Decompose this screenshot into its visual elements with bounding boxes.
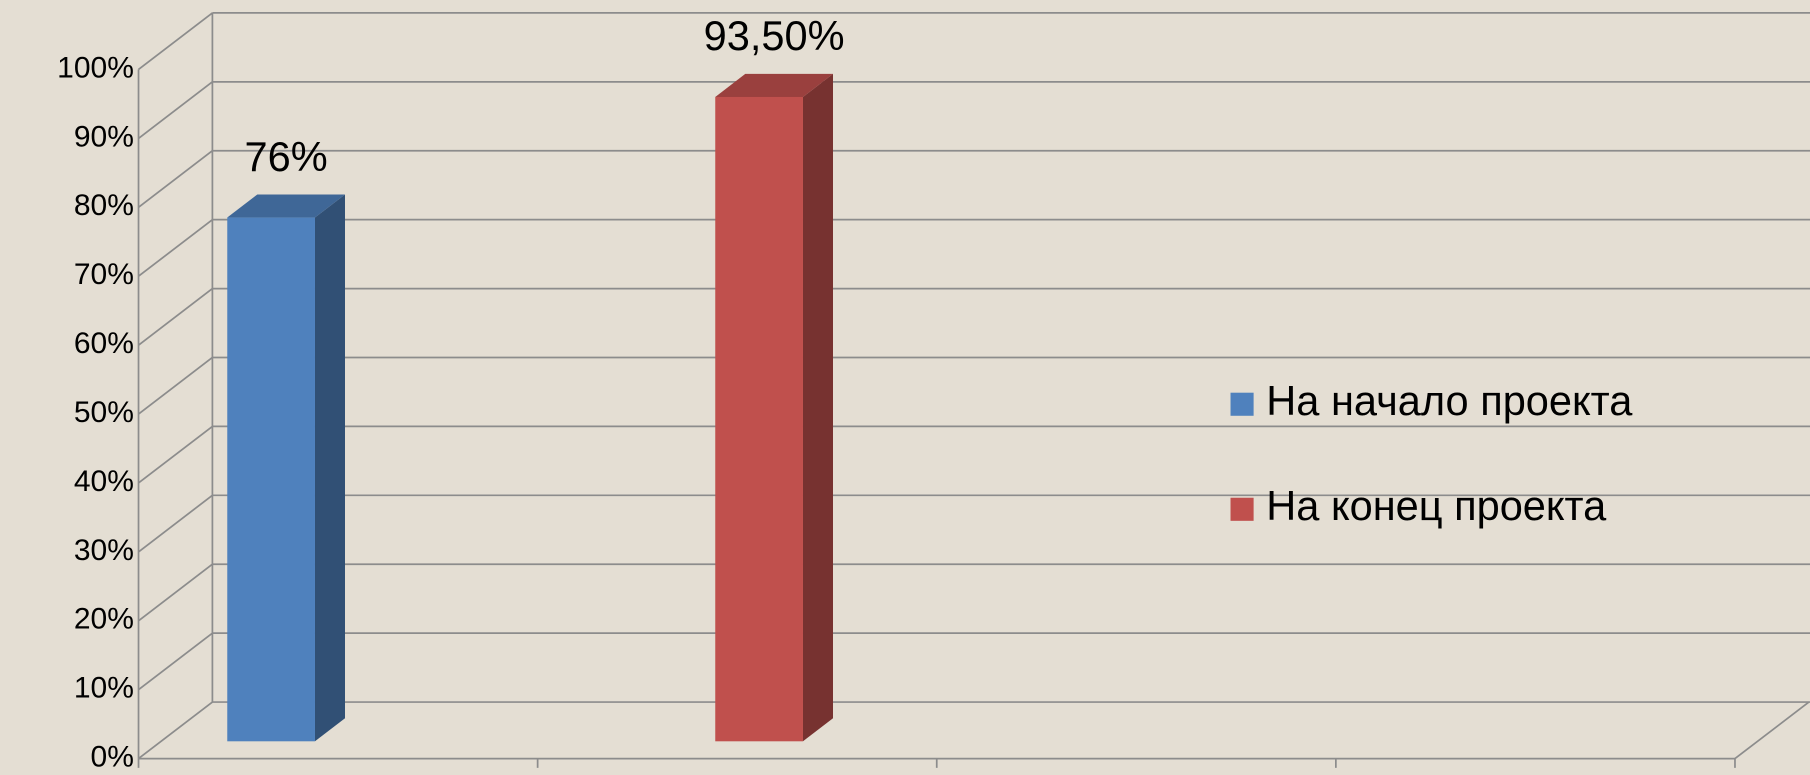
legend-label: На начало проекта [1266,377,1633,424]
y-tick-label: 80% [74,189,134,222]
grid-line [137,287,213,346]
grid-line [137,425,213,484]
y-tick-label: 30% [74,534,134,567]
bar-front [715,96,803,742]
y-tick-label: 10% [74,672,134,705]
grid-line [137,12,213,71]
y-tick-label: 90% [74,120,134,153]
grid-line [137,632,213,691]
y-tick-label: 60% [74,327,134,360]
grid-line [137,218,213,277]
grid-line [137,81,213,140]
floor-edge [1734,701,1810,760]
data-label: 76% [245,133,328,180]
bar [715,73,833,742]
bar-side [314,194,346,742]
bar-side [802,73,833,742]
grid-line [137,494,213,553]
legend-swatch [1230,392,1254,416]
bar-top [715,73,833,97]
grid-line [137,356,213,415]
bar-front [227,217,315,742]
grid-line [137,701,213,760]
legend-swatch [1230,497,1254,521]
y-tick-label: 0% [91,741,134,774]
y-tick-label: 50% [74,396,134,429]
y-tick-label: 100% [57,51,134,84]
y-tick-label: 70% [74,258,134,291]
y-tick-label: 20% [74,603,134,636]
legend-label: На конец проекта [1266,482,1607,529]
bar [227,194,346,742]
y-tick-label: 40% [74,465,134,498]
data-label: 93,50% [704,12,845,59]
bar-top [227,194,346,218]
grid-line [137,563,213,622]
grid-line [137,150,213,208]
